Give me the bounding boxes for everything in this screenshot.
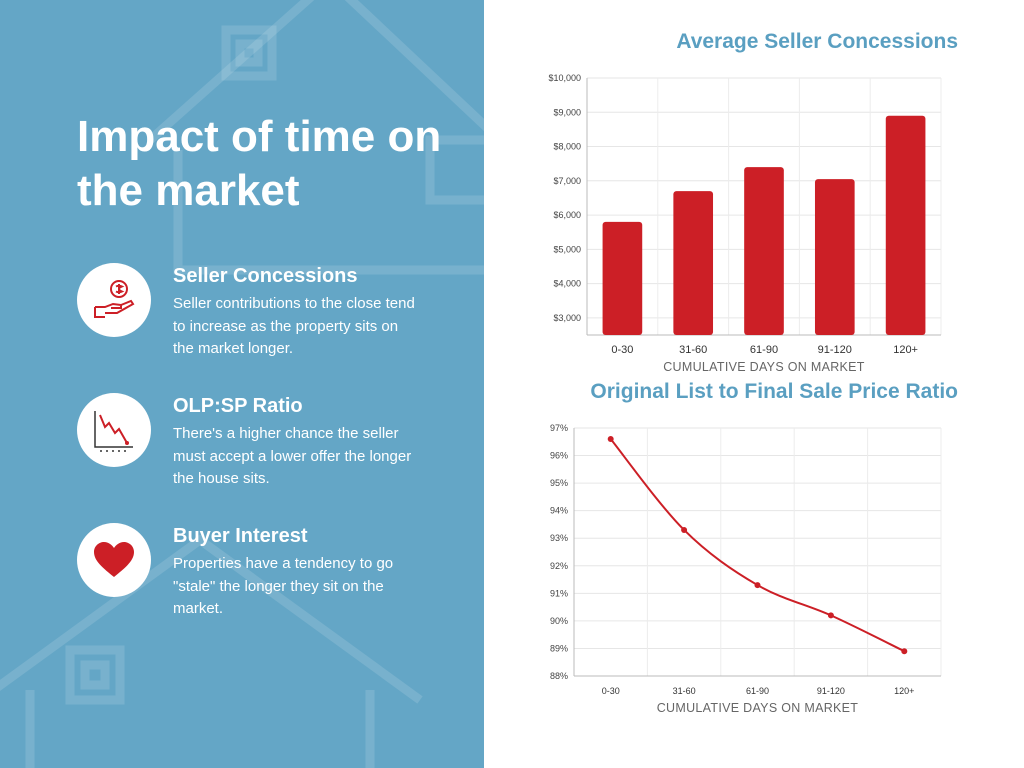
x-tick-label: 91-120: [818, 344, 852, 356]
declining-chart-icon: [94, 411, 133, 452]
y-tick-label: $8,000: [553, 142, 581, 152]
y-tick-label: 95%: [550, 478, 568, 488]
left-panel: Impact of time on the market Seller Conc…: [0, 0, 484, 768]
x-axis-label: CUMULATIVE DAYS ON MARKET: [657, 701, 859, 715]
x-tick-label: 91-120: [817, 686, 845, 696]
x-tick-label: 61-90: [750, 344, 778, 356]
x-tick-label: 31-60: [679, 344, 707, 356]
y-tick-label: $6,000: [553, 210, 581, 220]
x-tick-label: 31-60: [673, 686, 696, 696]
data-point: [607, 436, 614, 443]
y-tick-label: 96%: [550, 451, 568, 461]
bar: [885, 115, 926, 335]
olp-sp-ratio-line-chart: 88% 89% 90% 91% 92% 93% 94% 95% 96% 97% 0-30 31-60 6…: [550, 423, 942, 715]
feature-description: Seller contributions to the close tend t…: [173, 295, 415, 357]
y-tick-label: 92%: [550, 561, 568, 571]
x-axis-label: CUMULATIVE DAYS ON MARKET: [663, 360, 865, 374]
x-tick-label: 0-30: [611, 344, 633, 356]
y-tick-label: 88%: [550, 671, 568, 681]
bar: [673, 191, 714, 335]
y-tick-label: 97%: [550, 423, 568, 433]
feature-icon-circle: [77, 523, 151, 597]
seller-concessions-bar-chart: $3,000 $4,000 $5,000 $6,000 $7,000 $8,000 $9,0…: [548, 73, 942, 374]
headline: Impact of time on the market: [77, 112, 442, 215]
y-tick-label: 93%: [550, 533, 568, 543]
y-tick-label: 94%: [550, 506, 568, 516]
bar: [744, 167, 784, 335]
feature-description: Properties have a tendency to go "stale"…: [173, 555, 394, 617]
y-tick-label: 91%: [550, 588, 568, 598]
feature-title: Seller Concessions: [173, 265, 358, 287]
bar-chart-title: Average Seller Concessions: [676, 30, 958, 53]
y-tick-label: $5,000: [553, 244, 581, 254]
heart-icon: [94, 542, 134, 577]
bar: [602, 221, 643, 335]
feature-buyer-interest: Buyer Interest Properties have a tendenc…: [77, 523, 457, 617]
y-tick-label: $7,000: [553, 176, 581, 186]
feature-title: OLP:SP Ratio: [173, 395, 303, 417]
data-point: [827, 612, 834, 619]
line-chart-title: Original List to Final Sale Price Ratio: [590, 380, 958, 403]
house-outline-background: [0, 0, 484, 768]
y-tick-label: $9,000: [553, 107, 581, 117]
x-tick-label: 0-30: [602, 686, 620, 696]
hand-dollar-icon: [94, 280, 135, 318]
data-point: [681, 526, 688, 533]
feature-description: There's a higher chance the seller must …: [173, 425, 412, 487]
y-tick-label: 90%: [550, 616, 568, 626]
bar: [814, 179, 855, 335]
y-tick-label: $4,000: [553, 279, 581, 289]
data-point: [754, 582, 761, 589]
x-tick-label: 61-90: [746, 686, 769, 696]
y-tick-label: $10,000: [548, 73, 581, 83]
x-tick-label: 120+: [894, 686, 914, 696]
series-line: [609, 438, 905, 653]
feature-title: Buyer Interest: [173, 525, 308, 547]
feature-seller-concessions: Seller Concessions Seller contributions …: [77, 263, 457, 357]
y-tick-label: 89%: [550, 643, 568, 653]
data-point: [901, 648, 908, 655]
x-tick-label: 120+: [893, 344, 918, 356]
feature-icon-circle: [77, 263, 151, 337]
y-tick-label: $3,000: [553, 313, 581, 323]
feature-icon-circle: [77, 393, 151, 467]
feature-olp-sp-ratio: OLP:SP Ratio There's a higher chance the…: [77, 393, 457, 487]
